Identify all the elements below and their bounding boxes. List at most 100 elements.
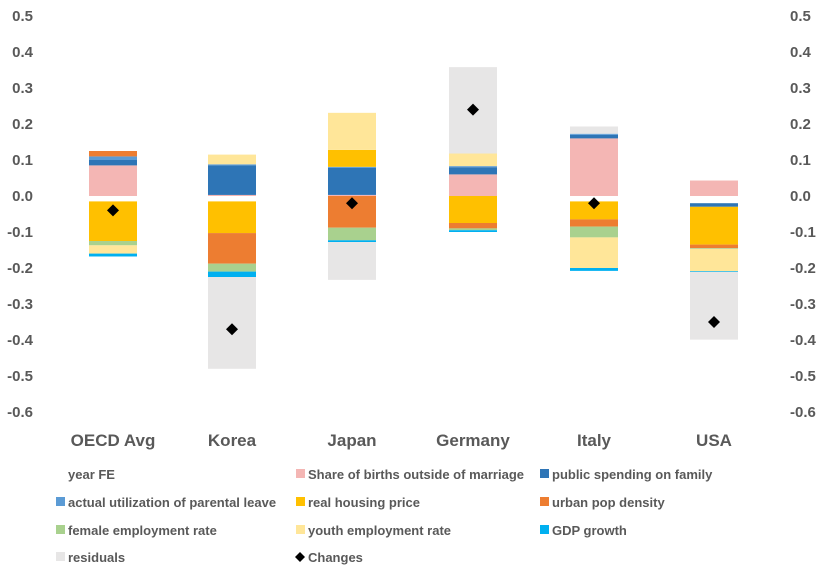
bar-segment-share-of-births-outside-of-marriage	[89, 165, 137, 196]
bar-segment-share-of-births-outside-of-marriage	[449, 174, 497, 196]
bar-segment-female-employment-rate	[449, 228, 497, 231]
y-tick-left: -0.6	[7, 404, 33, 421]
bar-segment-youth-employment-rate	[328, 112, 376, 150]
y-tick-left: 0.3	[12, 80, 33, 97]
legend-label: GDP growth	[552, 523, 627, 538]
y-tick-right: -0.4	[790, 332, 817, 349]
bar-segment-actual-utilization-of-parental-leave	[208, 164, 256, 166]
bar-segment-public-spending-on-family	[89, 160, 137, 166]
bar-segment-youth-employment-rate	[570, 237, 618, 268]
bar-segment-actual-utilization-of-parental-leave	[570, 133, 618, 135]
bar-segment-youth-employment-rate	[89, 245, 137, 254]
y-tick-right: -0.3	[790, 296, 816, 313]
bar-segment-female-employment-rate	[208, 263, 256, 272]
y-axis-right: 0.5 0.4 0.3 0.2 0.1 0.0 -0.1 -0.2 -0.3 -0.4 -0.5 -0…	[790, 8, 817, 421]
legend-swatch	[296, 469, 305, 478]
bar-segment-gdp-growth	[570, 268, 618, 271]
legend-label: residuals	[68, 550, 125, 565]
y-tick-left: 0.0	[12, 188, 33, 205]
y-tick-right: 0.1	[790, 152, 811, 169]
bar-segment-residuals	[690, 271, 738, 340]
legend-label: urban pop density	[552, 495, 665, 510]
bar-segment-gdp-growth	[208, 271, 256, 277]
bar-segment-public-spending-on-family	[328, 167, 376, 195]
bar-segment-urban-pop-density	[449, 223, 497, 229]
x-axis-categories: OECD Avg Korea Japan Germany Italy USA	[71, 431, 732, 450]
y-tick-left: -0.5	[7, 368, 33, 385]
bar-segment-public-spending-on-family	[449, 167, 497, 175]
bar-segment-real-housing-price	[449, 196, 497, 223]
changes-marker	[107, 204, 119, 217]
legend-swatch	[296, 525, 305, 534]
legend-swatch	[56, 552, 65, 561]
bar-segment-actual-utilization-of-parental-leave	[89, 156, 137, 160]
y-tick-left: 0.2	[12, 116, 33, 133]
bar-segment-female-employment-rate	[89, 241, 137, 246]
bar-segment-real-housing-price	[690, 206, 738, 245]
bar-segment-real-housing-price	[570, 201, 618, 220]
bar-segment-public-spending-on-family	[208, 165, 256, 195]
y-tick-right: 0.3	[790, 80, 811, 97]
bar-segment-residuals	[208, 277, 256, 369]
y-tick-right: -0.1	[790, 224, 816, 241]
bar-segment-urban-pop-density	[690, 244, 738, 249]
bar-segment-residuals	[328, 242, 376, 280]
legend-swatch	[540, 497, 549, 506]
bar-segment-public-spending-on-family	[690, 203, 738, 207]
legend-label: Changes	[308, 550, 363, 565]
bar-segment-public-spending-on-family	[570, 134, 618, 139]
bar-segment-youth-employment-rate	[208, 154, 256, 165]
y-tick-right: 0.4	[790, 44, 812, 61]
y-tick-left: 0.1	[12, 152, 33, 169]
bar-segment-urban-pop-density	[570, 219, 618, 227]
bar-segment-year-fe	[690, 196, 738, 204]
bar-segment-real-housing-price	[208, 201, 256, 234]
bar-segment-share-of-births-outside-of-marriage	[328, 194, 376, 196]
y-tick-left: -0.2	[7, 260, 33, 277]
changes-marker	[708, 316, 720, 328]
y-tick-right: -0.6	[790, 404, 816, 421]
legend-swatch	[540, 525, 549, 534]
legend-marker-changes	[295, 552, 305, 562]
y-tick-right: 0.2	[790, 116, 811, 133]
bar-segment-gdp-growth	[89, 253, 137, 257]
bar-segment-share-of-births-outside-of-marriage	[208, 194, 256, 196]
stacked-bars	[89, 67, 738, 369]
bar-segment-gdp-growth	[449, 230, 497, 232]
changes-marker	[346, 197, 358, 210]
legend-swatch	[56, 525, 65, 534]
bar-segment-share-of-births-outside-of-marriage	[570, 138, 618, 196]
changes-marker	[467, 103, 479, 116]
changes-marker	[226, 323, 238, 336]
bar-segment-actual-utilization-of-parental-leave	[449, 166, 497, 168]
legend-label: youth employment rate	[308, 523, 451, 538]
bar-segment-residuals	[570, 126, 618, 134]
bar-segment-actual-utilization-of-parental-leave	[328, 166, 376, 168]
bar-segment-female-employment-rate	[328, 227, 376, 241]
bar-segment-year-fe	[208, 196, 256, 202]
legend-label: year FE	[68, 467, 115, 482]
changes-marker	[588, 197, 600, 210]
y-tick-left: 0.5	[12, 8, 33, 25]
y-tick-left: -0.3	[7, 296, 33, 313]
y-tick-right: -0.2	[790, 260, 816, 277]
y-axis-left: 0.5 0.4 0.3 0.2 0.1 0.0 -0.1 -0.2 -0.3 -0.4 -0.5 -0…	[7, 8, 34, 421]
y-tick-right: -0.5	[790, 368, 816, 385]
bar-segment-urban-pop-density	[208, 233, 256, 264]
y-tick-left: -0.1	[7, 224, 33, 241]
x-category-label: Korea	[208, 431, 257, 450]
x-category-label: Japan	[327, 431, 376, 450]
bar-segment-youth-employment-rate	[449, 153, 497, 167]
bar-segment-urban-pop-density	[89, 151, 137, 157]
legend-label: Share of births outside of marriage	[308, 467, 524, 482]
legend-label: female employment rate	[68, 523, 217, 538]
legend-label: public spending on family	[552, 467, 713, 482]
bar-segment-gdp-growth	[690, 271, 738, 272]
y-tick-left: 0.4	[12, 44, 34, 61]
x-category-label: USA	[696, 431, 732, 450]
bar-segment-real-housing-price	[328, 149, 376, 167]
y-tick-left: -0.4	[7, 332, 34, 349]
bar-segment-year-fe	[89, 196, 137, 202]
legend-label: actual utilization of parental leave	[68, 495, 276, 510]
